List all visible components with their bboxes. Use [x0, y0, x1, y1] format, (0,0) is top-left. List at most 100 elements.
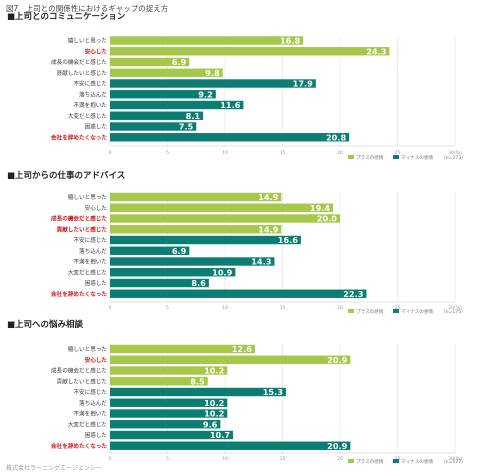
footer-credit: 株式会社ラーニングエージェンシー [6, 465, 102, 472]
category-label: 成長の機会だと感じた [51, 215, 107, 223]
tick-label: 0 [109, 456, 112, 462]
bar-value-label: 14.9 [258, 192, 279, 202]
category-label: 不安に感じた [73, 80, 107, 88]
bar [110, 235, 301, 245]
legend-label-negative: マイナスの感情 [401, 308, 433, 315]
tick-label: 5 [166, 150, 169, 156]
bar [110, 36, 304, 45]
category-label: 不満を抱いた [73, 410, 107, 418]
bar [110, 90, 216, 99]
bar-value-label: 17.9 [293, 79, 314, 89]
bar-value-label: 10.2 [204, 409, 224, 419]
bar [110, 79, 316, 88]
tick-label: 30(%) [448, 150, 462, 156]
tick-label: 30(%) [448, 305, 462, 311]
bar-value-label: 14.3 [251, 257, 272, 267]
bar-value-label: 20.8 [326, 132, 347, 142]
bar-value-label: 8.5 [190, 376, 205, 386]
category-label: 不満を抱いた [73, 101, 107, 109]
bar-value-label: 20.0 [317, 214, 338, 224]
bar-value-label: 10.7 [210, 430, 231, 440]
bar-value-label: 9.2 [198, 89, 213, 99]
category-label: 嬉しいと思った [68, 345, 108, 353]
category-label: 会社を辞めたくなった [51, 133, 107, 141]
bar [110, 387, 286, 397]
bar [110, 377, 208, 386]
bar [110, 111, 204, 120]
bar [110, 68, 223, 77]
bar-value-label: 10.2 [204, 366, 224, 376]
bar [110, 257, 275, 266]
bar [110, 441, 351, 450]
section-title: ■上司とのコミュニケーション [7, 11, 126, 22]
tick-label: 15 [280, 456, 286, 462]
tick-label: 10 [222, 456, 228, 462]
category-label: 会社を辞めたくなった [51, 290, 107, 298]
section-title: ■上司からの仕事のアドバイス [7, 170, 125, 181]
legend-label-positive: プラスの感情 [356, 308, 384, 315]
category-label: 大変だと感じた [68, 112, 108, 120]
category-label: 困惑した [85, 279, 108, 287]
tick-label: 25 [395, 305, 401, 311]
legend-swatch-positive [348, 309, 354, 313]
legend-swatch-positive [348, 459, 354, 463]
bar-value-label: 14.9 [258, 224, 279, 234]
bar [110, 398, 228, 407]
bar-value-label: 6.9 [172, 57, 187, 67]
category-label: 落ち込んだ [79, 399, 107, 407]
bar-value-label: 11.6 [220, 100, 241, 110]
bar [110, 430, 234, 440]
tick-label: 20 [337, 150, 343, 156]
category-label: 不安に感じた [73, 236, 107, 244]
tick-label: 0 [109, 305, 112, 311]
bar-value-label: 16.8 [280, 36, 301, 46]
bar-value-label: 7.5 [179, 122, 194, 132]
bar [110, 203, 334, 212]
category-label: 安心した [85, 47, 108, 55]
category-label: 貢献したいと感じた [57, 225, 108, 233]
bar-value-label: 24.3 [366, 46, 387, 56]
tick-label: 15 [280, 150, 286, 156]
bar-value-label: 20.9 [327, 441, 348, 451]
legend-label-positive: プラスの感情 [356, 154, 384, 161]
category-label: 不満を抱いた [73, 258, 107, 266]
bar [110, 225, 282, 234]
tick-label: 0 [109, 150, 112, 156]
bar [110, 344, 255, 354]
tick-label: 10 [222, 305, 228, 311]
bar-value-label: 22.3 [343, 289, 364, 299]
bar [110, 409, 228, 418]
legend-sample-size: （n=177） [441, 459, 466, 465]
legend-swatch-positive [348, 155, 354, 159]
category-label: 不安に感じた [73, 388, 107, 396]
figure-title: 図7 上司との関係性におけるギャップの捉え方 [6, 4, 169, 13]
bar-value-label: 12.6 [232, 344, 253, 354]
category-label: 貢献したいと感じた [57, 377, 108, 385]
bar-value-label: 19.4 [310, 203, 331, 213]
bar [110, 366, 228, 375]
tick-label: 20 [337, 305, 343, 311]
tick-label: 10 [222, 150, 228, 156]
bar-value-label: 8.6 [191, 278, 206, 288]
category-label: 成長の機会だと感じた [51, 58, 107, 66]
bar [110, 420, 221, 429]
section-title: ■上司への悩み相談 [7, 319, 84, 330]
bar-value-label: 15.3 [263, 387, 284, 397]
tick-label: 25 [395, 150, 401, 156]
category-label: 大変だと感じた [68, 268, 108, 276]
bar-value-label: 6.9 [172, 246, 187, 256]
category-label: 安心した [85, 204, 108, 212]
legend-label-positive: プラスの感情 [356, 458, 384, 465]
category-label: 成長の機会だと感じた [51, 367, 107, 375]
tick-label: 5 [166, 456, 169, 462]
bar [110, 268, 236, 277]
bar [110, 100, 244, 110]
category-label: 嬉しいと思った [68, 37, 108, 45]
bar-value-label: 9.8 [205, 68, 220, 78]
bar-value-label: 10.2 [204, 398, 224, 408]
category-label: 落ち込んだ [79, 247, 107, 255]
bar [110, 192, 282, 202]
legend-swatch-negative [393, 309, 399, 313]
tick-label: 15 [280, 305, 286, 311]
